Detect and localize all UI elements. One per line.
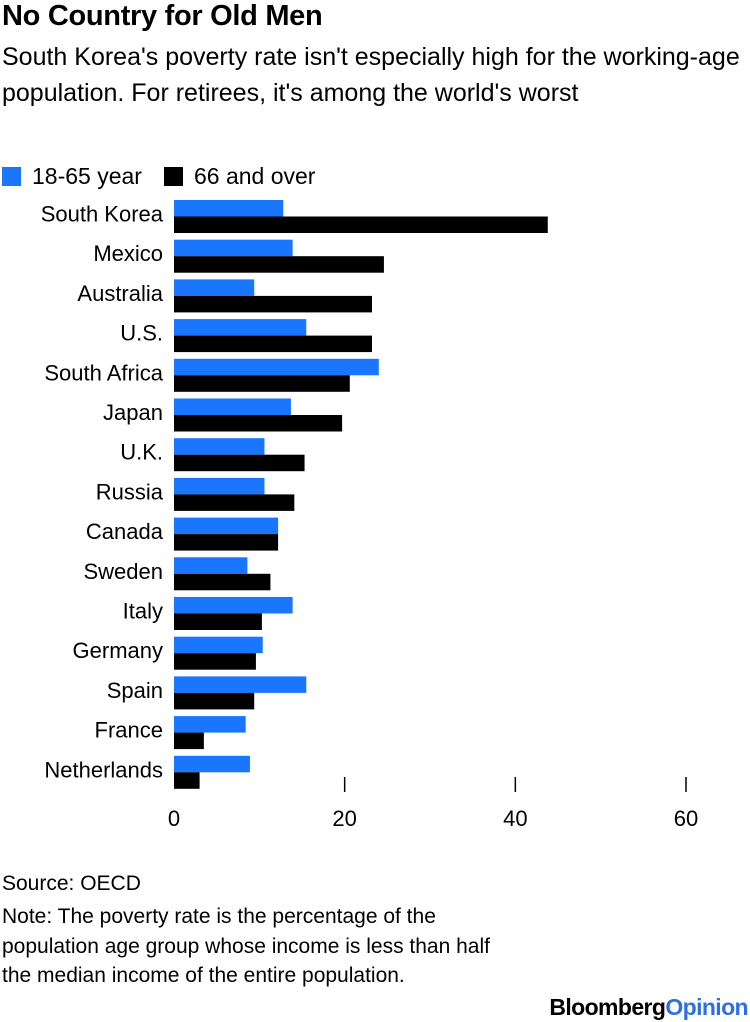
legend-swatch-working-age <box>2 166 21 186</box>
bar-south-africa-working-age <box>174 358 379 376</box>
bar-mexico-retirees <box>174 256 384 273</box>
bar-south-africa-retirees <box>174 375 350 392</box>
bar-canada-retirees <box>174 534 279 551</box>
legend: 18-65 year 66 and over <box>2 162 337 190</box>
bar-japan-retirees <box>174 415 343 432</box>
category-label-u-s: U.S. <box>120 321 163 346</box>
bar-netherlands-working-age <box>174 755 250 773</box>
category-label-u-k: U.K. <box>120 440 163 465</box>
bar-mexico-working-age <box>174 239 293 257</box>
bar-germany-working-age <box>174 636 263 654</box>
bar-south-korea-working-age <box>174 200 284 217</box>
brand-logo: BloombergOpinion <box>549 994 748 1021</box>
bar-italy-retirees <box>174 613 262 630</box>
bar-canada-working-age <box>174 517 279 535</box>
chart-subtitle: South Korea's poverty rate isn't especia… <box>2 43 740 107</box>
category-label-south-korea: South Korea <box>41 202 164 227</box>
bar-chart: South Korea Mexico Australia U.S. South Afri… <box>41 200 698 831</box>
legend-label-working-age: 18-65 year <box>32 162 142 189</box>
category-label-france: France <box>95 718 163 743</box>
category-label-germany: Germany <box>73 638 163 663</box>
x-tick-label-60: 60 <box>674 806 698 831</box>
bar-japan-working-age <box>174 398 291 415</box>
x-tick-label-40: 40 <box>503 806 527 831</box>
bar-u-k-working-age <box>174 438 265 455</box>
bar-sweden-retirees <box>174 573 271 591</box>
bar-russia-working-age <box>174 477 265 495</box>
category-label-italy: Italy <box>123 599 163 624</box>
category-label-russia: Russia <box>96 479 164 504</box>
category-label-spain: Spain <box>107 678 163 703</box>
chart-title: No Country for Old Men <box>2 0 323 32</box>
bar-germany-retirees <box>174 653 256 670</box>
methodology-note: Note: The poverty rate is the percentage… <box>2 905 490 987</box>
legend-swatch-retirees <box>163 166 183 186</box>
bar-france-working-age <box>174 716 246 733</box>
bar-sweden-working-age <box>174 557 248 574</box>
category-label-canada: Canada <box>86 519 164 544</box>
bar-u-k-retirees <box>174 454 305 472</box>
bar-australia-retirees <box>174 295 372 313</box>
bar-italy-working-age <box>174 597 293 614</box>
bar-u-s-retirees <box>174 335 372 353</box>
bar-netherlands-retirees <box>174 772 200 789</box>
category-label-south-africa: South Africa <box>44 360 163 385</box>
category-label-sweden: Sweden <box>83 559 163 584</box>
brand-opinion: Opinion <box>665 994 748 1020</box>
bar-australia-working-age <box>174 279 255 296</box>
bar-russia-retirees <box>174 494 295 511</box>
category-label-mexico: Mexico <box>93 241 163 266</box>
x-tick-label-20: 20 <box>332 806 356 831</box>
bar-u-s-working-age <box>174 319 307 336</box>
bar-spain-retirees <box>174 692 255 710</box>
bar-france-retirees <box>174 732 204 750</box>
brand-name: Bloomberg <box>549 994 666 1020</box>
category-label-australia: Australia <box>77 281 163 306</box>
category-label-netherlands: Netherlands <box>44 757 163 782</box>
source-note: Source: OECD <box>2 872 141 895</box>
legend-item-retirees: 66 and over <box>163 162 316 190</box>
category-label-japan: Japan <box>103 400 163 425</box>
legend-item-working-age: 18-65 year <box>2 163 142 190</box>
x-tick-label-0: 0 <box>168 806 180 831</box>
bar-south-korea-retirees <box>174 216 548 233</box>
bar-spain-working-age <box>174 676 307 693</box>
legend-label-retirees: 66 and over <box>193 162 316 189</box>
